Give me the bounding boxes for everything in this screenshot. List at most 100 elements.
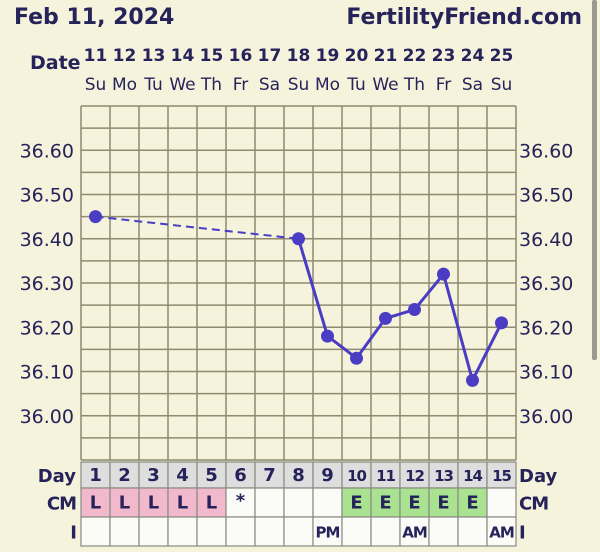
intercourse-cell — [80, 516, 111, 547]
y-tick-right: 36.10 — [519, 362, 573, 384]
cm-cell-value: L — [148, 493, 159, 514]
title-date: Feb 11, 2024 — [14, 5, 175, 30]
site-name[interactable]: FertilityFriend.com — [346, 5, 582, 30]
day-cell-value: 6 — [234, 465, 247, 486]
day-cell — [312, 461, 343, 489]
y-tick-right: 36.30 — [519, 273, 573, 295]
y-tick-left: 36.20 — [20, 317, 74, 339]
y-tick-right: 36.00 — [519, 406, 573, 428]
date-tick: 20 — [345, 46, 369, 66]
y-tick-left: 36.30 — [20, 273, 74, 295]
data-point — [437, 267, 450, 281]
weekday-tick: We — [372, 75, 398, 95]
date-tick: 24 — [461, 46, 485, 66]
date-tick: 18 — [287, 46, 311, 66]
weekday-tick: Tu — [346, 75, 366, 95]
series-segment — [471, 322, 503, 382]
day-cell-value: 4 — [176, 465, 189, 486]
intercourse-cell — [283, 516, 314, 547]
cm-cell-value: E — [437, 493, 449, 514]
series-segment — [442, 273, 474, 381]
scrollbar[interactable] — [592, 0, 597, 360]
day-row-label-left: Day — [38, 466, 77, 487]
weekday-tick: Fr — [233, 75, 249, 95]
weekday-tick: Su — [85, 75, 107, 95]
intercourse-cell — [138, 516, 169, 547]
weekday-tick: Su — [288, 75, 310, 95]
cm-cell-value: L — [206, 493, 217, 514]
day-cell-value: 11 — [376, 467, 395, 485]
weekday-tick: Th — [403, 75, 425, 95]
date-tick: 14 — [171, 46, 195, 66]
weekday-tick: Th — [200, 75, 222, 95]
y-tick-right: 36.20 — [519, 317, 573, 339]
data-point — [89, 210, 102, 224]
y-tick-left: 36.10 — [20, 362, 74, 384]
intercourse-cell — [109, 516, 140, 547]
intercourse-cell — [428, 516, 459, 547]
y-tick-left: 36.50 — [20, 185, 74, 207]
cm-cell — [399, 487, 430, 518]
intercourse-cell — [167, 516, 198, 547]
day-cell-value: 3 — [147, 465, 160, 486]
cm-cell — [312, 487, 343, 518]
date-tick: 13 — [142, 46, 166, 66]
day-cell-value: 9 — [321, 465, 334, 486]
cm-cell-value: L — [119, 493, 130, 514]
intercourse-cell-value: AM — [402, 524, 427, 542]
intercourse-cell — [254, 516, 285, 547]
intercourse-row-label-right: I — [519, 523, 525, 544]
date-tick: 21 — [374, 46, 398, 66]
cm-row-label-left: CM — [47, 494, 76, 515]
series-segment — [297, 238, 329, 337]
day-cell — [80, 461, 111, 489]
day-cell-value: 1 — [89, 465, 102, 486]
cm-cell-value: * — [236, 491, 246, 512]
day-cell-value: 2 — [118, 465, 131, 486]
intercourse-cell — [196, 516, 227, 547]
y-tick-right: 36.40 — [519, 229, 573, 251]
intercourse-cell — [225, 516, 256, 547]
cm-cell — [138, 487, 169, 518]
weekday-tick: Fr — [436, 75, 452, 95]
intercourse-cell-value: AM — [489, 524, 514, 542]
y-tick-right: 36.60 — [519, 140, 573, 162]
y-tick-left: 36.60 — [20, 140, 74, 162]
date-tick: 19 — [316, 46, 340, 66]
day-cell — [399, 461, 430, 489]
cm-cell-value: L — [177, 493, 188, 514]
cm-cell — [428, 487, 459, 518]
y-tick-right: 36.50 — [519, 185, 573, 207]
date-tick: 11 — [84, 46, 108, 66]
day-cell-value: 10 — [347, 467, 366, 485]
data-point — [466, 373, 479, 387]
intercourse-cell — [370, 516, 401, 547]
weekday-tick: We — [169, 75, 195, 95]
date-tick: 25 — [490, 46, 514, 66]
data-point — [495, 316, 508, 330]
data-point — [292, 232, 305, 246]
day-cell-value: 5 — [205, 465, 218, 486]
data-point — [350, 351, 363, 365]
day-cell-value: 14 — [463, 467, 482, 485]
intercourse-cell — [399, 516, 430, 547]
weekday-tick: Mo — [315, 75, 340, 95]
date-tick: 23 — [432, 46, 456, 66]
day-cell-value: 15 — [492, 467, 511, 485]
cm-cell-value: E — [408, 493, 420, 514]
series-segment — [413, 273, 445, 311]
date-tick: 16 — [229, 46, 253, 66]
series-segment — [355, 317, 387, 360]
series-segment — [95, 215, 299, 240]
cm-cell — [486, 487, 517, 518]
weekday-tick: Tu — [143, 75, 163, 95]
cm-cell — [283, 487, 314, 518]
day-cell-value: 12 — [405, 467, 424, 485]
weekday-tick: Mo — [112, 75, 137, 95]
intercourse-row-label-left: I — [70, 523, 76, 544]
y-tick-left: 36.00 — [20, 406, 74, 428]
day-cell — [283, 461, 314, 489]
intercourse-cell — [486, 516, 517, 547]
day-cell-value: 7 — [263, 465, 276, 486]
